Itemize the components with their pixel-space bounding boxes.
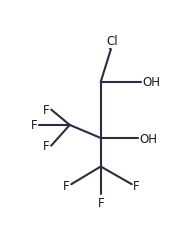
Text: F: F [63, 180, 70, 192]
Text: F: F [97, 196, 104, 209]
Text: Cl: Cl [106, 35, 118, 48]
Text: F: F [43, 140, 50, 153]
Text: F: F [43, 104, 50, 116]
Text: F: F [133, 180, 140, 192]
Text: F: F [31, 119, 37, 132]
Text: OH: OH [140, 132, 158, 145]
Text: OH: OH [143, 76, 161, 89]
